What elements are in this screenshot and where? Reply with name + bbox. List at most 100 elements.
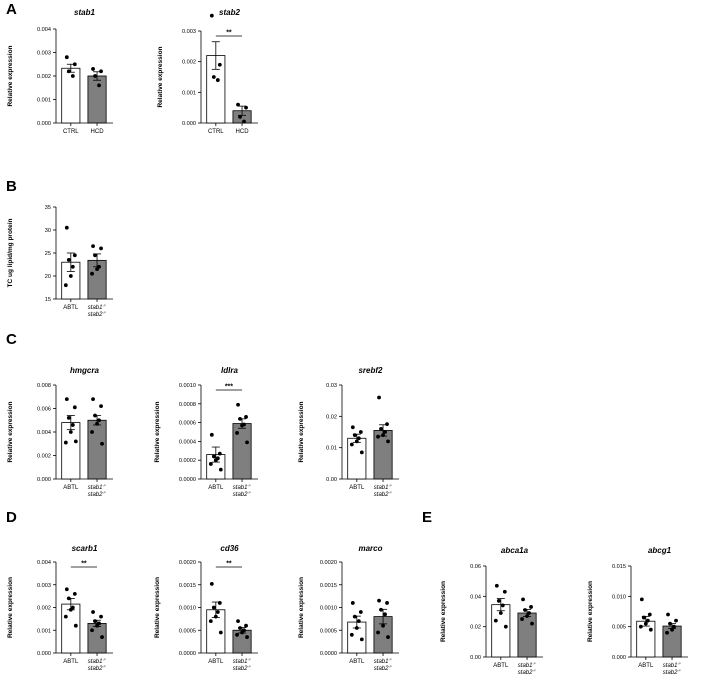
y-tick-label: 0.0005 — [179, 628, 196, 634]
y-tick-label: 0.06 — [470, 564, 481, 570]
data-point — [354, 626, 359, 630]
data-point — [218, 467, 223, 472]
y-axis-label: Relative expression — [7, 401, 14, 462]
y-tick-label: 0.010 — [612, 594, 626, 600]
data-point — [381, 433, 385, 438]
data-point — [72, 253, 77, 258]
category-label-text: stab1 — [374, 659, 389, 665]
data-point — [66, 258, 71, 262]
y-axis-label: Relative expression — [154, 577, 161, 638]
data-point — [64, 55, 69, 60]
category-label: stab2-/- — [663, 668, 682, 677]
data-point — [244, 105, 248, 110]
data-point — [235, 632, 239, 637]
data-point — [527, 611, 531, 615]
y-tick-label: 0.0010 — [179, 606, 196, 612]
chart-hmgcra: hmgcra Relative expression 0.000 0.002 0.004… — [7, 366, 113, 498]
significance-label: *** — [225, 384, 233, 391]
data-point — [245, 635, 249, 639]
y-tick-label: 20 — [45, 274, 51, 280]
data-point — [91, 244, 95, 249]
chart-title: ldlra — [221, 366, 238, 375]
data-point — [217, 451, 222, 456]
chart-title: stab1 — [74, 8, 95, 17]
data-point — [350, 601, 355, 605]
data-point — [376, 434, 380, 439]
data-point — [672, 624, 676, 629]
data-point — [99, 404, 103, 409]
data-point — [93, 253, 97, 258]
y-axis-label: Relative expression — [157, 46, 164, 107]
category-label-text: stab1 — [233, 485, 248, 491]
data-point — [63, 440, 68, 445]
chart-title: scarb1 — [72, 544, 98, 553]
data-point — [91, 397, 95, 401]
category-label-superscript: -/- — [247, 664, 251, 669]
data-point — [496, 598, 501, 603]
data-point — [68, 274, 73, 278]
data-point — [238, 114, 242, 119]
y-tick-label: 0.003 — [37, 51, 51, 57]
y-axis-label: Relative expression — [298, 401, 305, 462]
y-tick-label: 0.01 — [326, 446, 337, 452]
data-point — [521, 597, 525, 602]
category-label-text: stab1 — [88, 485, 103, 491]
data-point — [66, 596, 71, 601]
data-point — [244, 623, 248, 628]
category-label-superscript: -/- — [102, 303, 106, 308]
y-tick-label: 0.0015 — [179, 583, 196, 589]
category-label-text: stab1 — [518, 663, 533, 669]
data-point — [349, 442, 354, 447]
data-point — [90, 430, 94, 434]
data-point — [64, 397, 69, 401]
y-tick-label: 0.005 — [612, 625, 626, 631]
data-point — [647, 612, 652, 617]
data-point — [97, 83, 101, 88]
data-point — [238, 626, 242, 630]
data-point — [73, 623, 78, 628]
y-tick-label: 0.0002 — [179, 458, 196, 464]
data-point — [638, 624, 643, 629]
y-axis-label: Relative expression — [440, 581, 447, 642]
y-tick-label: 0.001 — [37, 98, 51, 104]
significance-label: ** — [226, 561, 232, 568]
category-label: HCD — [91, 129, 105, 135]
data-point — [525, 614, 529, 618]
data-point — [350, 425, 355, 430]
category-label: stab2-/- — [518, 668, 537, 677]
data-point — [670, 627, 674, 632]
data-point — [209, 581, 214, 586]
data-point — [236, 619, 240, 624]
y-tick-label: 0.003 — [37, 583, 51, 589]
chart-marco: marco Relative expression 0.0000 0.0005 0.00… — [298, 544, 399, 672]
y-tick-label: 35 — [45, 205, 51, 211]
data-point — [215, 78, 220, 82]
y-tick-label: 0.000 — [37, 477, 51, 483]
data-point — [645, 618, 650, 623]
category-label: stab2-/- — [374, 664, 393, 673]
data-point — [211, 75, 216, 79]
data-point — [72, 591, 77, 596]
y-tick-label: 0.0015 — [320, 583, 337, 589]
data-point — [666, 612, 670, 617]
data-point — [356, 436, 361, 441]
data-point — [235, 431, 239, 435]
y-tick-label: 15 — [45, 297, 51, 303]
significance-label: ** — [226, 30, 232, 37]
y-tick-label: 0.004 — [37, 27, 51, 33]
data-point — [356, 619, 361, 624]
category-label-superscript: -/- — [677, 661, 681, 666]
data-point — [383, 612, 387, 617]
y-tick-label: 0.00 — [470, 655, 481, 661]
y-tick-label: 0.000 — [37, 651, 51, 657]
data-point — [236, 102, 240, 107]
panel-letter-D: D — [6, 509, 17, 526]
category-label: stab1-/- — [233, 657, 252, 666]
y-tick-label: 0.0020 — [320, 560, 337, 566]
category-label-text: stab2 — [233, 666, 248, 672]
data-point — [358, 610, 363, 614]
y-tick-label: 0.003 — [182, 29, 196, 35]
y-tick-label: 0.000 — [612, 655, 626, 661]
category-label: stab2-/- — [88, 490, 107, 499]
y-tick-label: 0.000 — [37, 121, 51, 127]
